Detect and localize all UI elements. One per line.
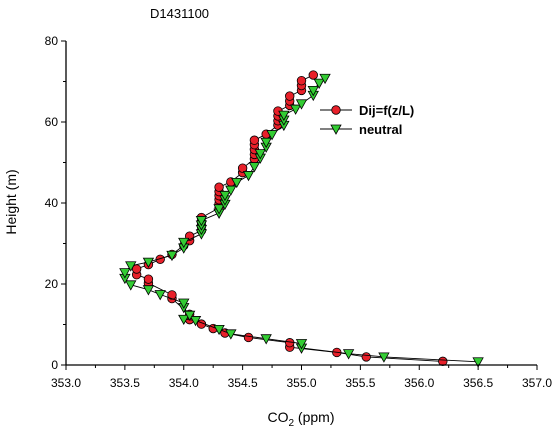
data-point [295, 99, 308, 110]
data-point [143, 274, 154, 284]
x-tick-label: 355.5 [345, 376, 375, 390]
legend-marker [330, 124, 342, 135]
legend-label: Dij=f(z/L) [359, 103, 414, 118]
x-tick-label: 353.0 [51, 376, 81, 390]
legend-label: neutral [359, 122, 402, 137]
data-point [378, 352, 390, 363]
data-point [225, 329, 237, 340]
data-point [142, 285, 155, 296]
data-point [313, 78, 325, 89]
data-point [361, 352, 371, 362]
data-point [154, 290, 166, 301]
x-tick-label: 354.5 [228, 376, 258, 390]
series-neutral [119, 73, 484, 368]
data-point [278, 110, 290, 121]
data-point [155, 254, 165, 264]
data-point [243, 332, 254, 343]
data-point [231, 177, 243, 189]
data-point [266, 130, 278, 141]
x-axis-title: CO2 (ppm) [267, 409, 334, 429]
data-point [237, 163, 248, 173]
x-tick-label: 353.5 [110, 376, 140, 390]
y-axis-title: Height (m) [3, 169, 19, 234]
x-axis: 353.0 353.5 354.0 354.5 355.0 355.5 356.0 356.5… [51, 364, 552, 390]
plot-area [119, 70, 484, 368]
data-point [166, 250, 178, 262]
data-point [248, 162, 261, 173]
legend: Dij=f(z/L) neutral [320, 103, 414, 137]
x-axis-title-subscript: 2 [288, 418, 294, 429]
data-point [125, 280, 137, 291]
x-tick-label: 356.5 [463, 376, 493, 390]
data-point [285, 91, 295, 101]
data-point [342, 349, 355, 360]
y-tick-label: 20 [45, 277, 59, 291]
data-point [308, 70, 318, 80]
data-point [178, 314, 190, 326]
x-tick-label: 354.0 [169, 376, 199, 390]
data-point [242, 171, 255, 182]
chart-title: D1431100 [150, 6, 209, 21]
y-tick-label: 40 [45, 196, 59, 210]
y-tick-label: 80 [45, 34, 59, 48]
data-point [319, 73, 331, 85]
data-point [260, 137, 272, 149]
y-axis: 0 20 40 60 80 [45, 34, 67, 372]
data-point [219, 190, 231, 202]
data-point [289, 104, 302, 115]
series-line [124, 77, 479, 363]
data-point [213, 204, 225, 215]
y-tick-label: 60 [45, 115, 59, 129]
data-point [178, 298, 190, 309]
x-axis-title-main: CO [267, 409, 288, 425]
data-point [225, 185, 237, 196]
x-tick-label: 355.0 [286, 376, 316, 390]
data-point [472, 357, 484, 368]
data-point [183, 310, 196, 322]
data-point [213, 324, 225, 336]
data-point [214, 182, 224, 192]
y-tick-label: 0 [51, 358, 58, 372]
x-tick-label: 357.0 [522, 376, 552, 390]
data-point [249, 135, 260, 145]
data-point [195, 216, 208, 227]
data-point [125, 261, 137, 272]
data-point [438, 356, 448, 367]
data-point [307, 86, 319, 97]
data-point [295, 339, 308, 350]
data-point [119, 268, 131, 279]
data-point [189, 316, 202, 327]
data-point [260, 334, 272, 345]
x-tick-label: 356.0 [404, 376, 434, 390]
data-point [254, 149, 266, 160]
data-point [167, 290, 177, 300]
data-point [296, 75, 307, 86]
legend-marker [331, 105, 341, 115]
data-point [178, 237, 190, 249]
x-axis-title-unit: (ppm) [294, 409, 334, 425]
data-point [142, 257, 155, 268]
